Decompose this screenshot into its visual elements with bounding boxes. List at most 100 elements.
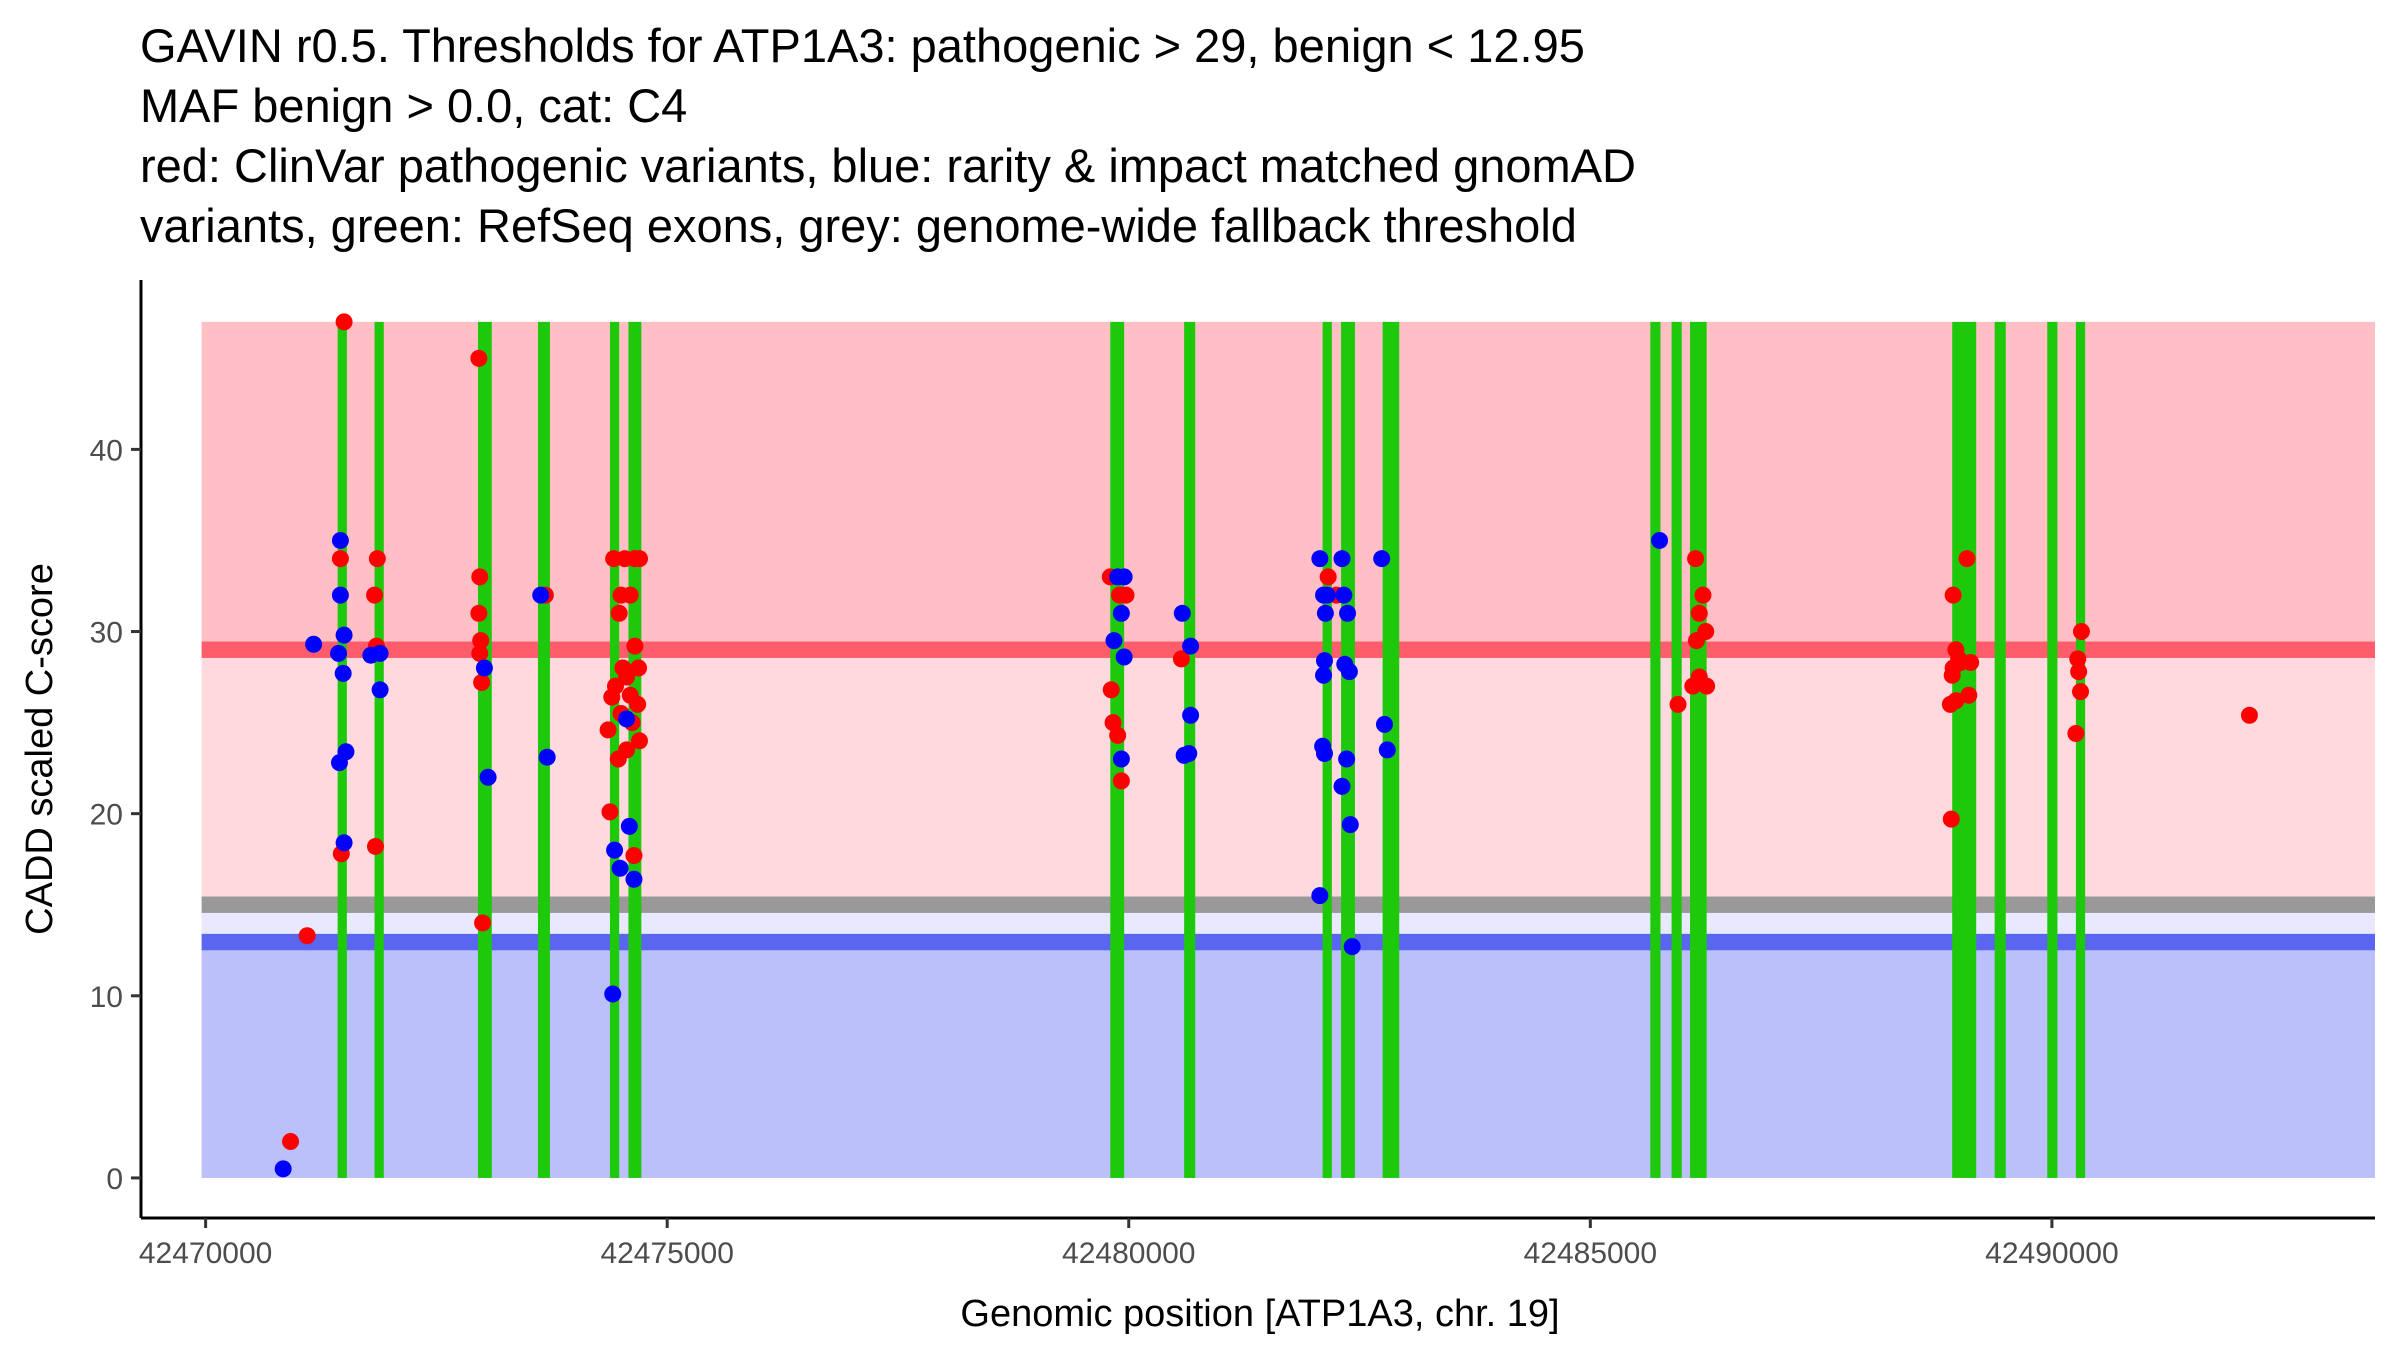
x-tick-label: 42475000 bbox=[600, 1237, 733, 1270]
clinvar-point-31 bbox=[618, 668, 636, 686]
clinvar-point-71 bbox=[1962, 653, 1980, 671]
gnomad-point-34 bbox=[1180, 745, 1198, 763]
exon-bar-18 bbox=[2075, 321, 2086, 1178]
gnomad-point-40 bbox=[1315, 666, 1333, 684]
gnomad-point-23 bbox=[625, 870, 643, 888]
clinvar-point-14 bbox=[471, 644, 489, 662]
gnomad-point-18 bbox=[604, 985, 622, 1003]
clinvar-point-40 bbox=[625, 847, 643, 865]
gnomad-point-2 bbox=[305, 635, 323, 653]
clinvar-point-52 bbox=[1687, 550, 1705, 568]
gnomad-point-44 bbox=[1333, 550, 1351, 568]
y-tick-label: 30 bbox=[90, 617, 123, 650]
pathogenic-threshold-line bbox=[201, 641, 2375, 658]
clinvar-point-68 bbox=[1941, 695, 1959, 713]
y-axis-title: CADD scaled C-score bbox=[19, 563, 61, 935]
gnomad-point-30 bbox=[1173, 604, 1191, 622]
clinvar-point-13 bbox=[472, 632, 490, 650]
exon-bar-2 bbox=[374, 321, 384, 1178]
gnomad-point-50 bbox=[1333, 777, 1351, 795]
gnomad-point-49 bbox=[1338, 750, 1356, 768]
gnomad-point-53 bbox=[1373, 550, 1391, 568]
clinvar-point-51 bbox=[1669, 695, 1687, 713]
gnomad-point-48 bbox=[1340, 663, 1358, 681]
gnomad-point-6 bbox=[330, 644, 348, 662]
clinvar-point-1 bbox=[282, 1133, 300, 1151]
gnomad-point-10 bbox=[335, 834, 353, 852]
exon-bar-12 bbox=[1650, 321, 1661, 1178]
gnomad-point-22 bbox=[620, 817, 638, 835]
clinvar-point-54 bbox=[1690, 604, 1708, 622]
exon-bar-16 bbox=[1994, 321, 2006, 1178]
clinvar-point-18 bbox=[599, 721, 617, 739]
clinvar-point-76 bbox=[2067, 725, 2085, 743]
x-axis-title: Genomic position [ATP1A3, chr. 19] bbox=[960, 1293, 1559, 1335]
gnomad-point-25 bbox=[1115, 568, 1133, 586]
gnomad-point-32 bbox=[1182, 706, 1200, 724]
benign-threshold-line bbox=[201, 933, 2375, 951]
gnomad-point-17 bbox=[538, 748, 556, 766]
gnomad-point-38 bbox=[1316, 604, 1334, 622]
gnomad-point-45 bbox=[1335, 586, 1353, 604]
gnomad-point-13 bbox=[371, 681, 389, 699]
clinvar-point-45 bbox=[1104, 714, 1122, 732]
clinvar-point-2 bbox=[298, 927, 316, 945]
clinvar-point-19 bbox=[601, 803, 619, 821]
gnomad-point-16 bbox=[532, 586, 550, 604]
clinvar-point-37 bbox=[630, 732, 648, 750]
x-tick-label: 42480000 bbox=[1062, 1237, 1195, 1270]
gnomad-point-19 bbox=[606, 841, 624, 859]
chart-title-line-3: red: ClinVar pathogenic variants, blue: … bbox=[140, 139, 1636, 192]
clinvar-point-47 bbox=[1112, 772, 1130, 790]
gnomad-point-5 bbox=[335, 626, 353, 644]
clinvar-point-66 bbox=[1960, 686, 1978, 704]
gnomad-point-7 bbox=[334, 664, 352, 682]
clinvar-point-39 bbox=[609, 750, 627, 768]
clinvar-point-58 bbox=[1684, 677, 1702, 695]
clinvar-point-29 bbox=[630, 659, 648, 677]
exon-bar-3 bbox=[477, 321, 492, 1178]
gnomad-point-56 bbox=[1651, 531, 1669, 549]
gnomad-point-26 bbox=[1112, 604, 1130, 622]
gnomad-point-14 bbox=[475, 659, 493, 677]
gnomad-point-9 bbox=[330, 754, 348, 772]
clinvar-point-77 bbox=[2240, 706, 2258, 724]
gnomad-point-28 bbox=[1105, 632, 1123, 650]
clinvar-point-27 bbox=[626, 637, 644, 655]
clinvar-point-73 bbox=[2069, 650, 2087, 668]
chart-title-line-1: GAVIN r0.5. Thresholds for ATP1A3: patho… bbox=[140, 19, 1585, 72]
y-tick-label: 0 bbox=[106, 1163, 123, 1196]
clinvar-point-12 bbox=[470, 604, 488, 622]
gnomad-point-54 bbox=[1375, 715, 1393, 733]
clinvar-point-25 bbox=[621, 586, 639, 604]
clinvar-point-70 bbox=[1958, 550, 1976, 568]
clinvar-point-46 bbox=[1109, 726, 1127, 744]
clinvar-point-16 bbox=[474, 914, 492, 932]
gnomad-point-51 bbox=[1341, 816, 1359, 834]
clinvar-point-11 bbox=[471, 568, 489, 586]
gnomad-points bbox=[274, 531, 1669, 1178]
chart-title-line-4: variants, green: RefSeq exons, grey: gen… bbox=[140, 199, 1577, 252]
gnomad-point-15 bbox=[479, 768, 497, 786]
fallback-threshold-line bbox=[201, 896, 2375, 913]
gnomad-point-4 bbox=[331, 586, 349, 604]
plot-area bbox=[201, 313, 2375, 1178]
clinvar-point-65 bbox=[1943, 666, 1961, 684]
exon-bar-13 bbox=[1671, 321, 1682, 1178]
gnomad-point-27 bbox=[1115, 648, 1133, 666]
exon-bar-15 bbox=[1952, 321, 1977, 1178]
gnomad-point-43 bbox=[1311, 887, 1329, 905]
clinvar-point-3 bbox=[335, 313, 353, 331]
clinvar-point-15 bbox=[473, 674, 491, 692]
clinvar-point-60 bbox=[1944, 586, 1962, 604]
clinvar-point-53 bbox=[1694, 586, 1712, 604]
gnomad-point-55 bbox=[1378, 741, 1396, 759]
clinvar-point-48 bbox=[1172, 650, 1190, 668]
gnomad-point-12 bbox=[371, 644, 389, 662]
gnomad-point-37 bbox=[1318, 586, 1336, 604]
clinvar-point-44 bbox=[1102, 681, 1120, 699]
x-tick-label: 42485000 bbox=[1524, 1237, 1657, 1270]
clinvar-point-32 bbox=[603, 688, 621, 706]
exon-bar-17 bbox=[2047, 321, 2058, 1178]
y-tick-label: 40 bbox=[90, 434, 123, 467]
